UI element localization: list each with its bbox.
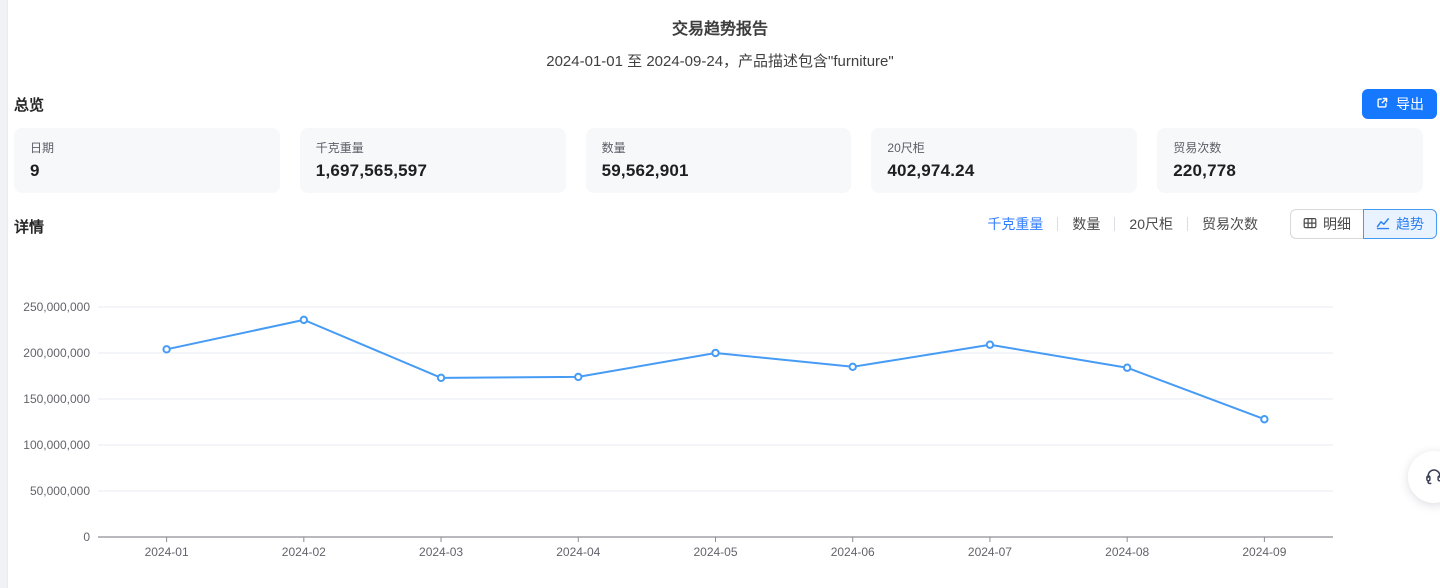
metric-tab-trade-count[interactable]: 贸易次数	[1202, 216, 1258, 232]
card-value: 59,562,901	[601, 161, 689, 180]
table-grid-icon	[1303, 216, 1317, 233]
overview-cards: 日期 9 千克重量 1,697,565,597 数量 59,562,901 20…	[14, 128, 1423, 193]
report-header: 交易趋势报告 2024-01-01 至 2024-09-24，产品描述包含"fu…	[0, 15, 1440, 71]
card-value: 402,974.24	[887, 161, 975, 180]
metric-tab-20ft-container[interactable]: 20尺柜	[1129, 216, 1173, 232]
tab-divider	[1057, 217, 1059, 231]
card-value: 220,778	[1173, 161, 1237, 180]
svg-text:2024-02: 2024-02	[282, 545, 326, 559]
export-icon	[1375, 96, 1389, 113]
card-value: 1,697,565,597	[315, 161, 428, 180]
page-left-gutter	[0, 0, 8, 588]
svg-text:2024-09: 2024-09	[1242, 545, 1286, 559]
svg-text:200,000,000: 200,000,000	[23, 346, 90, 360]
page-subtitle: 2024-01-01 至 2024-09-24，产品描述包含"furniture…	[546, 53, 894, 70]
svg-text:100,000,000: 100,000,000	[23, 438, 90, 452]
svg-text:2024-06: 2024-06	[831, 545, 875, 559]
overview-card-date: 日期 9	[14, 128, 280, 193]
trend-chart: 0 50,000,000 100,000,000 150,000,000 200,000…	[23, 300, 1333, 559]
overview-card-20ft-container: 20尺柜 402,974.24	[871, 128, 1138, 193]
line-chart-icon	[1376, 216, 1390, 233]
svg-text:50,000,000: 50,000,000	[30, 484, 90, 498]
svg-text:2024-04: 2024-04	[556, 545, 600, 559]
overview-card-kg-weight: 千克重量 1,697,565,597	[299, 128, 566, 193]
svg-text:2024-03: 2024-03	[419, 545, 463, 559]
svg-text:150,000,000: 150,000,000	[23, 392, 90, 406]
tab-divider	[1187, 217, 1188, 231]
svg-text:2024-08: 2024-08	[1105, 545, 1149, 559]
svg-text:2024-01: 2024-01	[145, 545, 189, 559]
svg-text:250,000,000: 250,000,000	[23, 300, 90, 314]
tab-divider	[1114, 217, 1116, 231]
export-button[interactable]: 导出	[1362, 89, 1437, 119]
card-label: 20尺柜	[887, 141, 925, 155]
svg-text:2024-05: 2024-05	[693, 545, 737, 559]
metric-tab-quantity[interactable]: 数量	[1072, 216, 1101, 232]
details-heading: 详情	[14, 219, 45, 236]
card-label: 日期	[30, 141, 55, 155]
trend-view-button[interactable]: 趋势	[1363, 209, 1437, 239]
details-controls: 千克重量 数量 20尺柜 贸易次数 明细	[987, 209, 1437, 239]
card-label: 贸易次数	[1173, 141, 1222, 155]
card-value: 9	[30, 161, 40, 180]
card-label: 千克重量	[315, 141, 364, 155]
card-label: 数量	[601, 141, 626, 155]
svg-text:0: 0	[83, 530, 90, 544]
metric-tab-kg-weight[interactable]: 千克重量	[987, 216, 1044, 232]
overview-card-quantity: 数量 59,562,901	[585, 128, 852, 193]
trend-view-label: 趋势	[1396, 216, 1424, 232]
svg-text:2024-07: 2024-07	[968, 545, 1012, 559]
detail-view-button[interactable]: 明细	[1290, 209, 1363, 239]
headset-icon	[1424, 466, 1440, 489]
page-title: 交易趋势报告	[671, 21, 768, 38]
metric-tabs: 千克重量 数量 20尺柜 贸易次数	[987, 214, 1258, 234]
overview-heading: 总览	[14, 97, 45, 114]
view-toggle: 明细 趋势	[1290, 209, 1437, 239]
overview-card-trade-count: 贸易次数 220,778	[1157, 128, 1423, 193]
export-button-label: 导出	[1396, 96, 1424, 112]
detail-view-label: 明细	[1323, 216, 1351, 232]
